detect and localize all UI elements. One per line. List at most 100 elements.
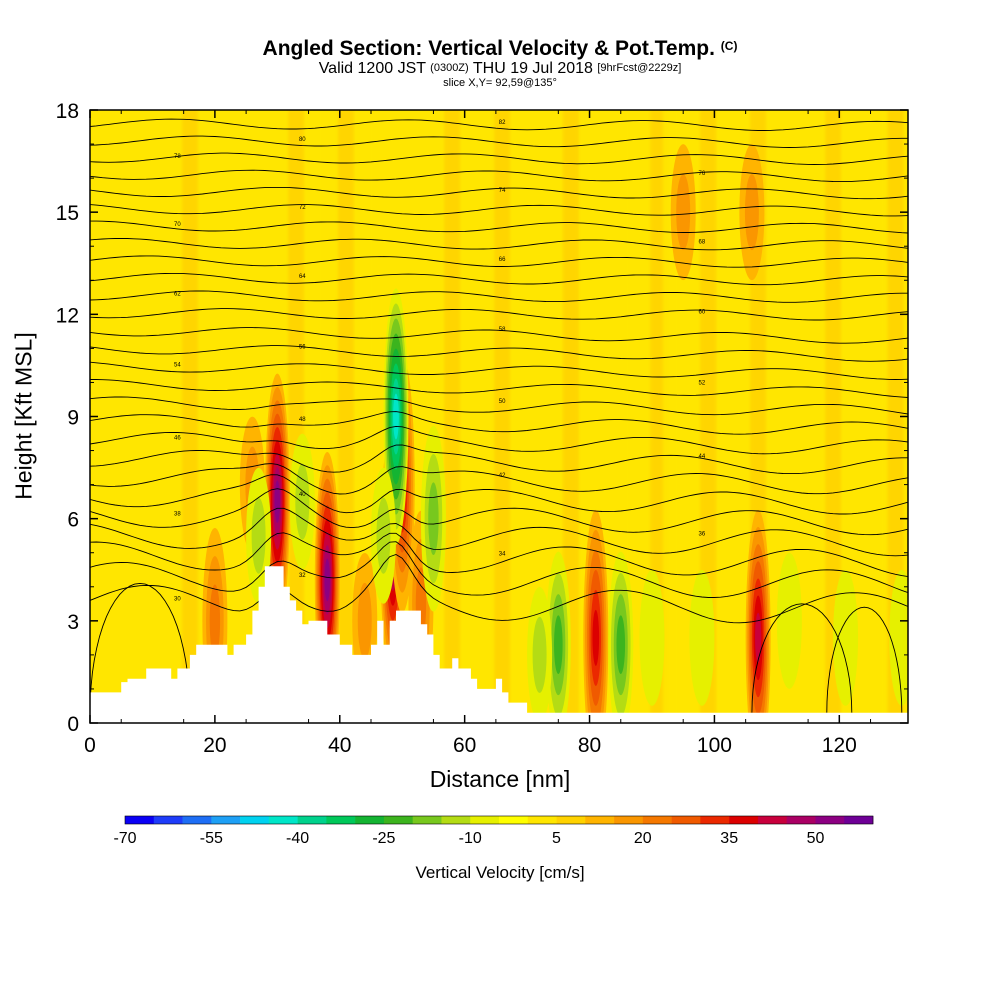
theta-contour-label: 38: [174, 512, 181, 518]
theta-contour: [90, 532, 908, 578]
updraft-cell: [744, 174, 759, 251]
colorbar-tick-label: -10: [459, 830, 482, 847]
theta-contour: [90, 186, 908, 200]
x-tick-label: 60: [453, 734, 476, 757]
theta-contour: [90, 272, 908, 286]
colorbar-swatch: [642, 816, 672, 824]
field-band: [650, 110, 667, 723]
field-band: [519, 110, 536, 723]
colorbar-swatch: [844, 816, 874, 824]
slice-label: slice X,Y= 92,59@135°: [443, 77, 557, 89]
colorbar-tick-label: -70: [113, 830, 136, 847]
theta-contour-label: 76: [699, 171, 706, 177]
theta-contour-label: 60: [699, 309, 706, 315]
y-tick-label: 0: [67, 713, 79, 736]
downdraft-cell: [889, 569, 908, 706]
field-band: [868, 110, 885, 723]
theta-contour: [751, 603, 853, 713]
chart-title-main: Angled Section: Vertical Velocity & Pot.…: [262, 37, 715, 60]
colorbar-tick-label: -40: [286, 830, 309, 847]
terrain-profile: [90, 566, 908, 723]
theta-contour-label: 48: [299, 417, 306, 423]
x-tick-label: 120: [822, 734, 857, 757]
downdraft-cell: [639, 569, 665, 706]
colorbar-swatch: [412, 816, 442, 824]
theta-contour-label: 34: [499, 552, 506, 558]
colorbar-swatch: [470, 816, 500, 824]
theta-contour: [90, 169, 908, 183]
theta-contour-label: 66: [499, 257, 506, 263]
theta-contour-label: 44: [699, 454, 706, 460]
theta-contour: [90, 135, 908, 148]
field-band: [288, 110, 305, 723]
theta-contour: [90, 118, 908, 131]
colorbar-swatch: [182, 816, 212, 824]
x-tick-label: 40: [328, 734, 351, 757]
theta-contour-label: 46: [174, 436, 181, 442]
y-tick-label: 3: [67, 611, 79, 634]
updraft-cell: [274, 480, 281, 523]
valid-time-utc: (0300Z): [430, 62, 469, 74]
theta-contour-label: 62: [174, 292, 181, 298]
theta-contour: [90, 541, 908, 598]
colorbar-tick-label: 5: [552, 830, 561, 847]
theta-contour: [90, 425, 908, 455]
colorbar-swatch: [383, 816, 413, 824]
theta-contour: [90, 255, 908, 268]
y-axis-label: Height [Kft MSL]: [10, 332, 37, 500]
field-band: [625, 110, 642, 723]
theta-contour-label: 36: [699, 531, 706, 537]
colorbar-swatch: [585, 816, 615, 824]
field-band: [338, 110, 355, 723]
theta-contour-label: 64: [299, 274, 306, 280]
field-band: [725, 110, 742, 723]
y-tick-label: 6: [67, 509, 79, 532]
theta-contour-label: 40: [299, 492, 306, 498]
colorbar-frame: [124, 815, 874, 825]
colorbar-tick-label: -55: [200, 830, 223, 847]
updraft-cell: [592, 609, 600, 666]
field-band: [700, 110, 717, 723]
field-band: [768, 110, 785, 723]
colorbar-swatch: [815, 816, 845, 824]
field-band: [562, 110, 579, 723]
colorbar-swatch: [556, 816, 586, 824]
theta-contour: [90, 290, 908, 303]
colorbar-swatch: [240, 816, 270, 824]
colorbar-tick-label: 35: [720, 830, 738, 847]
updraft-cell: [209, 584, 221, 658]
theta-contour-label: 68: [699, 239, 706, 245]
downdraft-cell: [428, 482, 439, 555]
x-tick-label: 80: [578, 734, 601, 757]
downdraft-cell: [376, 497, 391, 574]
theta-contour: [90, 474, 908, 515]
downdraft-cell: [833, 569, 859, 706]
colorbar-swatch: [757, 816, 787, 824]
colorbar-swatch: [527, 816, 557, 824]
theta-contour: [90, 220, 908, 234]
theta-contour: [90, 204, 908, 217]
theta-contour: [90, 396, 908, 416]
downdraft-cell: [689, 569, 715, 706]
downdraft-cell: [393, 393, 399, 440]
theta-contour-label: 42: [499, 473, 506, 479]
colorbar-swatch: [786, 816, 816, 824]
y-tick-label: 12: [56, 304, 79, 327]
x-axis-label: Distance [nm]: [429, 766, 571, 792]
valid-time: Valid 1200 JST: [318, 60, 426, 77]
y-tick-label: 9: [67, 407, 79, 430]
valid-date: THU 19 Jul 2018: [472, 60, 593, 77]
theta-contour-label: 70: [174, 222, 181, 228]
theta-contour: [90, 507, 908, 557]
theta-contour-label: 30: [174, 597, 181, 603]
theta-contour-label: 58: [499, 327, 506, 333]
colorbar-swatch: [211, 816, 241, 824]
theta-contour-label: 56: [299, 345, 306, 351]
theta-contour: [826, 606, 903, 713]
field-band: [469, 110, 486, 723]
theta-contour-label: 74: [499, 188, 506, 194]
colorbar-swatch: [441, 816, 471, 824]
x-tick-label: 20: [203, 734, 226, 757]
colorbar-swatch: [700, 816, 730, 824]
theta-contour-label: 52: [699, 381, 706, 387]
